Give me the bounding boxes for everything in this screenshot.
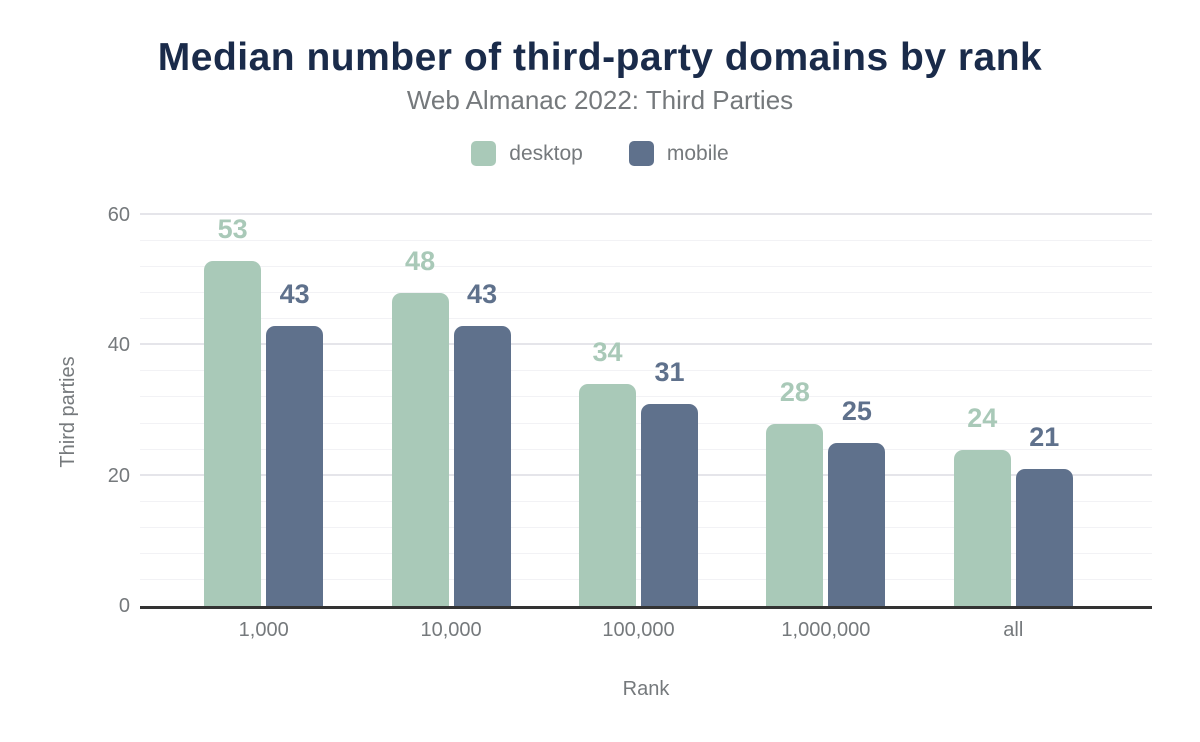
bar-desktop-1000: 53 bbox=[204, 215, 262, 606]
bar-value-label: 28 bbox=[779, 376, 810, 407]
bar-value-label: 21 bbox=[1029, 422, 1060, 453]
minor-gridline bbox=[140, 292, 1152, 294]
minor-gridline bbox=[140, 318, 1152, 320]
bar-value-label: 53 bbox=[217, 213, 248, 244]
y-axis-title: Third parties bbox=[57, 356, 79, 468]
bar-mobile-1000000: 25 bbox=[828, 398, 886, 606]
bar-value-label: 25 bbox=[841, 396, 872, 427]
x-tick-label: 1,000 bbox=[238, 619, 289, 641]
minor-gridline bbox=[140, 240, 1152, 242]
y-tick-label: 0 bbox=[118, 595, 130, 617]
bar-value-label: 43 bbox=[279, 278, 310, 309]
bar-desktop-1000000: 28 bbox=[766, 378, 824, 606]
y-tick-label: 60 bbox=[107, 204, 130, 226]
x-tick-label: 1,000,000 bbox=[781, 619, 871, 641]
major-gridline bbox=[140, 213, 1152, 215]
bar-group-10000: 48 43 bbox=[357, 215, 544, 606]
bar-mobile-10000: 43 bbox=[453, 280, 511, 606]
y-tick-label: 40 bbox=[107, 334, 130, 357]
chart-legend: desktop mobile bbox=[0, 139, 1200, 167]
bar-value-label: 34 bbox=[592, 337, 623, 368]
legend-label: desktop bbox=[509, 141, 583, 165]
bar-desktop-100000: 34 bbox=[578, 339, 636, 606]
bar-value-label: 24 bbox=[967, 402, 998, 433]
bar-desktop-10000: 48 bbox=[391, 248, 449, 606]
minor-gridline bbox=[140, 266, 1152, 268]
legend-item-mobile: mobile bbox=[628, 140, 729, 166]
legend-item-desktop: desktop bbox=[471, 140, 583, 166]
bar-value-label: 43 bbox=[467, 278, 498, 309]
bar-mobile-100000: 31 bbox=[640, 358, 698, 606]
bar-group-all: 24 21 bbox=[920, 215, 1107, 606]
y-tick-label: 20 bbox=[107, 464, 130, 487]
legend-swatch-desktop bbox=[471, 140, 497, 166]
bar-desktop-all: 24 bbox=[953, 404, 1011, 606]
x-tick-label: 10,000 bbox=[420, 619, 482, 641]
bar-group-1000000: 28 25 bbox=[732, 215, 919, 606]
bar-value-label: 48 bbox=[405, 246, 436, 277]
chart-subtitle: Web Almanac 2022: Third Parties bbox=[406, 85, 794, 115]
legend-swatch-mobile bbox=[628, 140, 654, 166]
plot-area: 53 43 48 43 34 31 28 25 24 21 bbox=[140, 213, 1152, 609]
x-tick-label: all bbox=[1003, 619, 1024, 641]
minor-gridline bbox=[140, 370, 1152, 372]
minor-gridline bbox=[140, 396, 1152, 398]
chart-title: Median number of third-party domains by … bbox=[157, 36, 1043, 79]
x-axis-title: Rank bbox=[622, 678, 670, 700]
bar-mobile-all: 21 bbox=[1015, 424, 1073, 606]
bar-group-1000: 53 43 bbox=[170, 215, 357, 606]
bar-value-label: 31 bbox=[654, 356, 685, 387]
bar-group-100000: 34 31 bbox=[545, 215, 732, 606]
bar-mobile-1000: 43 bbox=[266, 280, 324, 606]
legend-label: mobile bbox=[666, 141, 729, 165]
major-gridline bbox=[140, 343, 1152, 346]
x-tick-label: 100,000 bbox=[602, 619, 675, 641]
